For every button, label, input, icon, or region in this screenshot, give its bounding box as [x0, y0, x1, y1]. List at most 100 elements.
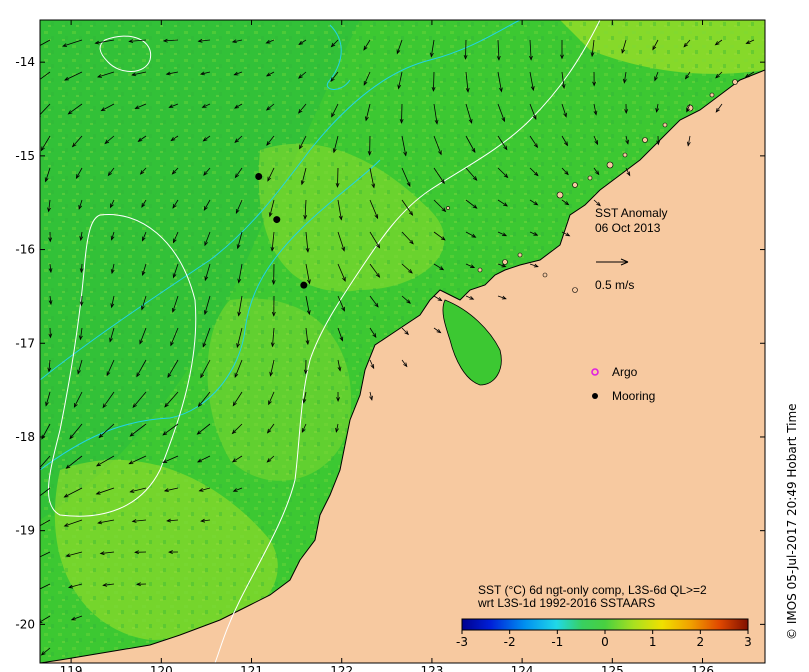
colorbar-tick-label: -3 [456, 635, 468, 649]
current-vector [433, 231, 446, 241]
current-vector [164, 391, 179, 408]
australia-landmass [40, 69, 765, 663]
current-vector [465, 167, 478, 181]
longitude-axis: 119 120 121 122 123 124 125 126 [60, 20, 714, 672]
current-vector [401, 263, 413, 274]
current-vector [197, 38, 211, 43]
current-vector [654, 71, 659, 82]
current-vector [330, 39, 339, 48]
king-sound-inlet [442, 299, 502, 386]
current-vector [237, 295, 243, 317]
current-vector [337, 295, 345, 312]
current-vector [231, 39, 243, 44]
current-vector [167, 359, 179, 379]
current-vector [40, 487, 51, 497]
map-title: SST Anomaly [595, 206, 667, 220]
current-vector [139, 327, 147, 345]
current-vector [170, 135, 179, 142]
current-vector [202, 327, 211, 348]
current-vector [621, 39, 627, 54]
current-vector [48, 295, 53, 306]
current-vector [40, 551, 51, 558]
longitude-tick-label: 122 [330, 664, 353, 672]
current-vector [528, 39, 533, 61]
current-vector [363, 71, 371, 86]
mooring-marker [255, 172, 263, 180]
current-vector [331, 103, 339, 118]
current-vector [401, 199, 414, 216]
current-vector [433, 263, 445, 271]
current-vector [203, 167, 211, 176]
current-vector [65, 455, 83, 469]
current-vector [109, 327, 115, 343]
current-vector [302, 391, 307, 404]
current-vector [65, 551, 83, 558]
current-vector [305, 263, 311, 285]
current-vector [142, 231, 147, 242]
current-vector [271, 263, 276, 285]
argo-legend-label: Argo [612, 365, 638, 379]
current-vector [367, 135, 372, 156]
current-vector [529, 231, 539, 236]
colorbar [461, 618, 749, 631]
colorbar-tick-label: 3 [744, 635, 752, 649]
current-vector [686, 135, 691, 147]
current-vector [134, 550, 147, 555]
isobath-white-coastal [214, 20, 601, 663]
current-vector [270, 327, 275, 348]
current-vector [560, 39, 564, 60]
current-vector [561, 167, 569, 176]
current-vector [625, 135, 629, 145]
current-vector [684, 71, 691, 80]
current-vector [429, 39, 435, 58]
imos-credit: © IMOS 05-Jul-2017 20:49 Hobart Time [785, 403, 799, 640]
map-date: 06 Oct 2013 [595, 221, 661, 235]
current-vector [107, 167, 115, 177]
current-vector [172, 231, 179, 244]
current-vector [301, 423, 307, 434]
current-vector [94, 39, 115, 45]
current-vector [64, 71, 83, 81]
current-vector [561, 231, 571, 237]
current-vector [171, 295, 179, 313]
current-vector [97, 519, 115, 525]
current-vector [234, 359, 243, 379]
current-vector [162, 423, 179, 436]
current-vector [497, 167, 509, 179]
current-vector [745, 39, 755, 44]
current-vector [337, 199, 343, 221]
current-vector [131, 71, 147, 77]
current-vector [165, 71, 179, 76]
current-vector [744, 71, 755, 78]
latitude-tick-label: -19 [15, 524, 35, 538]
isobath-white-north [99, 35, 152, 72]
current-vector [529, 71, 535, 92]
current-vector [171, 167, 179, 175]
velocity-scale-label: 0.5 m/s [595, 278, 634, 292]
current-vector [529, 263, 539, 268]
current-vector [203, 295, 211, 316]
current-vector [128, 455, 147, 465]
current-vector [465, 295, 475, 300]
current-vector [100, 103, 115, 112]
current-vector [625, 167, 631, 177]
current-vector [330, 71, 339, 82]
longitude-tick-label: 126 [691, 664, 714, 672]
longitude-tick-label: 123 [420, 664, 443, 672]
current-vector [198, 487, 211, 492]
current-vector [79, 295, 84, 307]
current-vector [298, 71, 307, 79]
current-vector [234, 103, 243, 109]
current-vector [199, 71, 211, 76]
current-vector [683, 39, 691, 48]
current-vector [305, 327, 310, 346]
colorbar-tick-label: 0 [601, 635, 609, 649]
current-vector [267, 167, 275, 182]
current-vector [70, 615, 83, 621]
current-vector [71, 135, 83, 148]
current-vector [497, 231, 508, 237]
current-vector [463, 39, 468, 60]
current-vector [168, 103, 179, 108]
current-vector [102, 391, 115, 409]
current-vector [129, 423, 147, 437]
